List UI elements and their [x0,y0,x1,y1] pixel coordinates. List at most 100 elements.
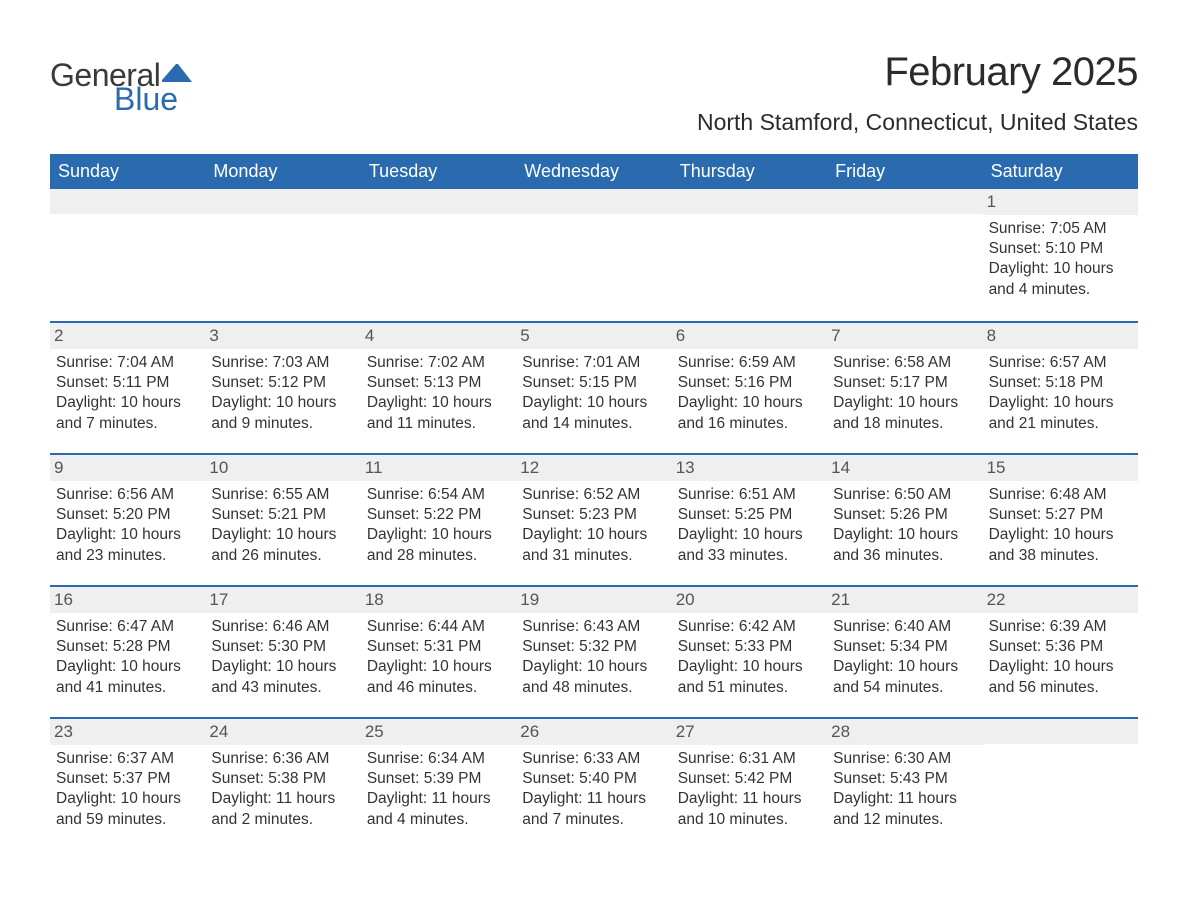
sunrise-text: Sunrise: 6:34 AM [367,749,510,769]
day-cell: 4 Sunrise: 7:02 AMSunset: 5:13 PMDaylight… [361,323,516,453]
sunset-text: Sunset: 5:36 PM [989,637,1132,657]
day-cell [672,189,827,321]
daylight-text: Daylight: 10 hours and 9 minutes. [211,393,354,433]
location-subtitle: North Stamford, Connecticut, United Stat… [697,109,1138,136]
sunrise-text: Sunrise: 6:47 AM [56,617,199,637]
sunrise-text: Sunrise: 7:04 AM [56,353,199,373]
day-cell: 18Sunrise: 6:44 AMSunset: 5:31 PMDayligh… [361,587,516,717]
day-info: Sunrise: 6:56 AMSunset: 5:20 PMDaylight:… [56,485,199,566]
day-info: Sunrise: 6:42 AMSunset: 5:33 PMDaylight:… [678,617,821,698]
day-cell: 3 Sunrise: 7:03 AMSunset: 5:12 PMDaylight… [205,323,360,453]
day-cell [361,189,516,321]
day-info: Sunrise: 7:02 AMSunset: 5:13 PMDaylight:… [367,353,510,434]
day-number: 28 [827,719,982,745]
daylight-text: Daylight: 11 hours and 12 minutes. [833,789,976,829]
day-cell: 10Sunrise: 6:55 AMSunset: 5:21 PMDayligh… [205,455,360,585]
weeks-container: 1 Sunrise: 7:05 AMSunset: 5:10 PMDaylight… [50,189,1138,849]
day-info: Sunrise: 6:50 AMSunset: 5:26 PMDaylight:… [833,485,976,566]
day-number: 25 [361,719,516,745]
day-info: Sunrise: 7:05 AMSunset: 5:10 PMDaylight:… [989,219,1132,300]
sunset-text: Sunset: 5:26 PM [833,505,976,525]
daylight-text: Daylight: 10 hours and 56 minutes. [989,657,1132,697]
day-info: Sunrise: 7:04 AMSunset: 5:11 PMDaylight:… [56,353,199,434]
sunrise-text: Sunrise: 6:55 AM [211,485,354,505]
sunset-text: Sunset: 5:34 PM [833,637,976,657]
day-number [361,189,516,214]
day-info: Sunrise: 6:33 AMSunset: 5:40 PMDaylight:… [522,749,665,830]
sunrise-text: Sunrise: 7:02 AM [367,353,510,373]
sunset-text: Sunset: 5:32 PM [522,637,665,657]
sunrise-text: Sunrise: 6:31 AM [678,749,821,769]
sunset-text: Sunset: 5:12 PM [211,373,354,393]
sunrise-text: Sunrise: 6:37 AM [56,749,199,769]
day-number: 2 [50,323,205,349]
day-cell: 19Sunrise: 6:43 AMSunset: 5:32 PMDayligh… [516,587,671,717]
day-number: 3 [205,323,360,349]
sunset-text: Sunset: 5:43 PM [833,769,976,789]
day-number: 5 [516,323,671,349]
sunset-text: Sunset: 5:11 PM [56,373,199,393]
day-cell: 8Sunrise: 6:57 AMSunset: 5:18 PMDaylight… [983,323,1138,453]
day-cell: 1 Sunrise: 7:05 AMSunset: 5:10 PMDaylight… [983,189,1138,321]
day-cell: 16Sunrise: 6:47 AMSunset: 5:28 PMDayligh… [50,587,205,717]
sunrise-text: Sunrise: 6:30 AM [833,749,976,769]
sunrise-text: Sunrise: 6:52 AM [522,485,665,505]
day-number: 24 [205,719,360,745]
day-cell: 9Sunrise: 6:56 AMSunset: 5:20 PMDaylight… [50,455,205,585]
day-number: 6 [672,323,827,349]
day-number: 1 [983,189,1138,215]
weekday-header: Thursday [672,154,827,189]
day-cell: 23Sunrise: 6:37 AMSunset: 5:37 PMDayligh… [50,719,205,849]
day-number: 13 [672,455,827,481]
sunrise-text: Sunrise: 6:59 AM [678,353,821,373]
daylight-text: Daylight: 10 hours and 7 minutes. [56,393,199,433]
daylight-text: Daylight: 10 hours and 41 minutes. [56,657,199,697]
day-number [827,189,982,214]
day-number: 15 [983,455,1138,481]
day-info: Sunrise: 6:34 AMSunset: 5:39 PMDaylight:… [367,749,510,830]
day-number: 7 [827,323,982,349]
sunrise-text: Sunrise: 6:40 AM [833,617,976,637]
day-number: 12 [516,455,671,481]
sunset-text: Sunset: 5:33 PM [678,637,821,657]
daylight-text: Daylight: 11 hours and 10 minutes. [678,789,821,829]
day-info: Sunrise: 6:37 AMSunset: 5:37 PMDaylight:… [56,749,199,830]
daylight-text: Daylight: 10 hours and 28 minutes. [367,525,510,565]
sunset-text: Sunset: 5:28 PM [56,637,199,657]
day-number: 8 [983,323,1138,349]
daylight-text: Daylight: 11 hours and 7 minutes. [522,789,665,829]
sunset-text: Sunset: 5:39 PM [367,769,510,789]
sunset-text: Sunset: 5:27 PM [989,505,1132,525]
calendar-grid: SundayMondayTuesdayWednesdayThursdayFrid… [50,154,1138,849]
day-number [50,189,205,214]
sunset-text: Sunset: 5:38 PM [211,769,354,789]
daylight-text: Daylight: 10 hours and 26 minutes. [211,525,354,565]
day-cell: 24Sunrise: 6:36 AMSunset: 5:38 PMDayligh… [205,719,360,849]
day-cell: 17Sunrise: 6:46 AMSunset: 5:30 PMDayligh… [205,587,360,717]
sunset-text: Sunset: 5:42 PM [678,769,821,789]
day-cell [827,189,982,321]
sunrise-text: Sunrise: 6:51 AM [678,485,821,505]
sunrise-text: Sunrise: 7:01 AM [522,353,665,373]
day-info: Sunrise: 6:58 AMSunset: 5:17 PMDaylight:… [833,353,976,434]
day-number: 4 [361,323,516,349]
day-cell: 5Sunrise: 7:01 AMSunset: 5:15 PMDaylight… [516,323,671,453]
sunrise-text: Sunrise: 6:58 AM [833,353,976,373]
day-number: 27 [672,719,827,745]
day-cell: 7 Sunrise: 6:58 AMSunset: 5:17 PMDaylight… [827,323,982,453]
sunset-text: Sunset: 5:25 PM [678,505,821,525]
daylight-text: Daylight: 10 hours and 38 minutes. [989,525,1132,565]
day-number: 14 [827,455,982,481]
daylight-text: Daylight: 10 hours and 36 minutes. [833,525,976,565]
day-cell [50,189,205,321]
day-cell: 27 Sunrise: 6:31 AMSunset: 5:42 PMDayligh… [672,719,827,849]
sunrise-text: Sunrise: 6:36 AM [211,749,354,769]
day-info: Sunrise: 6:39 AMSunset: 5:36 PMDaylight:… [989,617,1132,698]
sunrise-text: Sunrise: 7:03 AM [211,353,354,373]
daylight-text: Daylight: 10 hours and 4 minutes. [989,259,1132,299]
day-number [672,189,827,214]
weekday-header: Monday [205,154,360,189]
daylight-text: Daylight: 10 hours and 16 minutes. [678,393,821,433]
sunset-text: Sunset: 5:16 PM [678,373,821,393]
sunset-text: Sunset: 5:15 PM [522,373,665,393]
